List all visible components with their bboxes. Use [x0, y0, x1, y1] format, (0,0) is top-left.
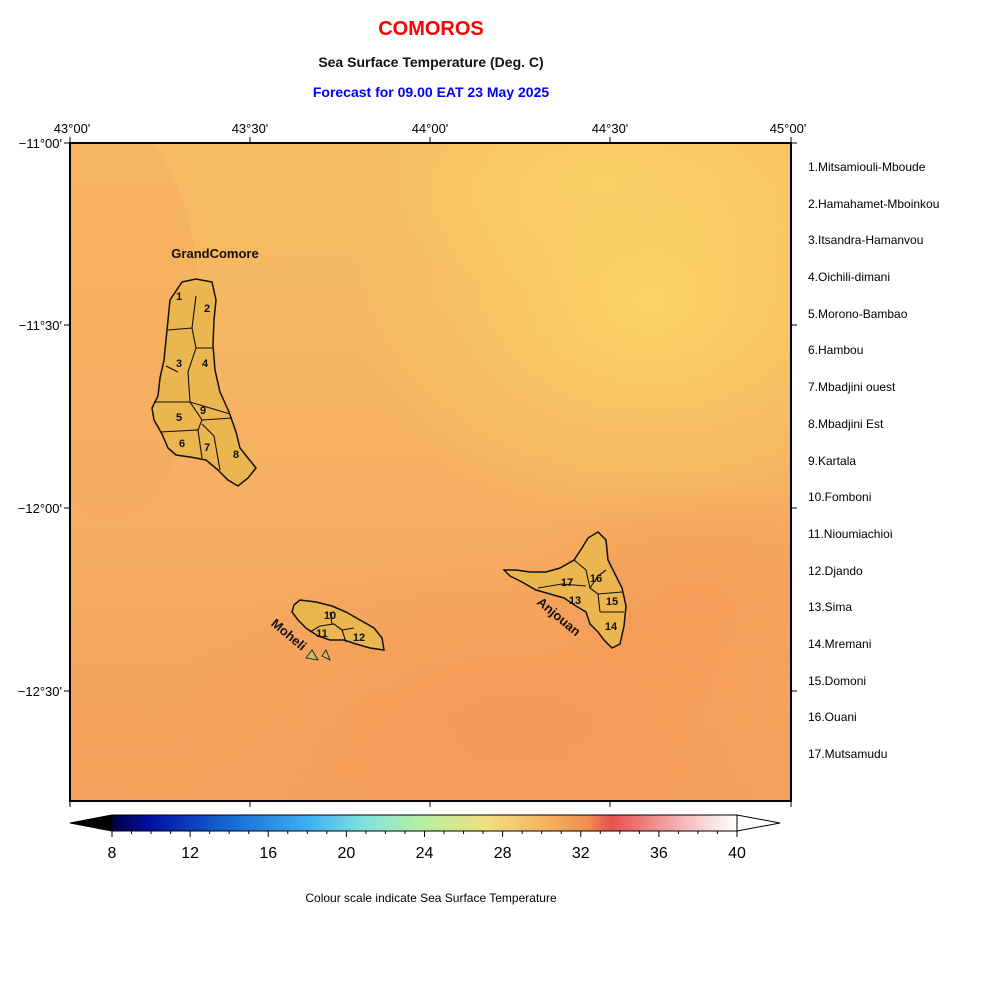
region-legend-item: 17.Mutsamudu: [808, 747, 888, 761]
region-number: 15: [606, 596, 618, 608]
island-anjouan: [502, 531, 627, 649]
lon-label: 44°30': [592, 121, 629, 136]
colorbar-tick-label: 24: [416, 845, 434, 862]
colorbar-tick-label: 8: [108, 845, 117, 862]
region-number: 8: [233, 449, 239, 461]
region-legend-item: 1.Mitsamiouli-Mboude: [808, 160, 926, 174]
lat-label: −12°00': [18, 501, 62, 516]
island-grand-comore: [151, 278, 257, 487]
island-moheli: [291, 599, 385, 661]
colorbar-tick-label: 28: [494, 845, 512, 862]
region-number: 7: [204, 442, 210, 454]
region-number: 1: [176, 291, 182, 303]
region-legend-item: 2.Hamahamet-Mboinkou: [808, 196, 940, 211]
lat-label: −12°30': [18, 684, 62, 699]
region-legend-item: 7.Mbadjini ouest: [808, 380, 896, 395]
region-number: 12: [353, 632, 365, 644]
colorbar-caption: Colour scale indicate Sea Surface Temper…: [305, 891, 557, 905]
forecast-time: Forecast for 09.00 EAT 23 May 2025: [312, 84, 550, 100]
region-number: 14: [605, 621, 618, 633]
region-number: 6: [179, 438, 185, 450]
region-legend-item: 6.Hambou: [808, 343, 864, 358]
region-number: 16: [590, 573, 602, 585]
region-legend-item: 15.Domoni: [808, 673, 867, 688]
lon-label: 43°30': [232, 121, 269, 136]
region-legend-item: 8.Mbadjini Est: [808, 416, 884, 431]
lon-label: 44°00': [412, 121, 449, 136]
colorbar-scale: [111, 814, 738, 832]
region-legend-item: 9.Kartala: [808, 453, 857, 468]
region-legend: 1.Mitsamiouli-Mboude 2.Hamahamet-Mboinko…: [808, 158, 939, 782]
map-subtitle: Sea Surface Temperature (Deg. C): [318, 54, 544, 70]
colorbar-tick-label: 16: [259, 845, 277, 862]
region-number: 17: [561, 577, 573, 589]
region-legend-item: 4.Oichili-dimani: [808, 270, 891, 285]
lat-label: −11°30': [19, 318, 62, 333]
colorbar-tick-label: 40: [728, 845, 746, 862]
sst-field: [70, 143, 791, 801]
region-number: 10: [324, 610, 336, 622]
region-legend-item: 10.Fomboni: [808, 490, 872, 505]
region-number: 3: [176, 358, 182, 370]
region-legend-item: 11.Nioumiachioi: [808, 526, 893, 541]
region-legend-item: 14.Mremani: [808, 636, 872, 651]
colorbar-tick-label: 12: [181, 845, 199, 862]
region-number: 5: [176, 412, 182, 424]
island-label-grand-comore: GrandComore: [171, 246, 258, 261]
region-number: 2: [204, 303, 210, 315]
region-legend-item: 16.Ouani: [808, 710, 857, 725]
colorbar-max-arrow: [736, 814, 781, 832]
region-number: 13: [569, 595, 581, 607]
colorbar-tick-label: 20: [337, 845, 355, 862]
region-number: 11: [316, 628, 328, 640]
region-legend-item: 3.Itsandra-Hamanvou: [808, 233, 924, 248]
lat-label: −11°00': [19, 136, 62, 151]
colorbar-min-arrow: [69, 814, 113, 832]
region-legend-item: 13.Sima: [808, 600, 853, 615]
graticule-ticks: [64, 137, 797, 807]
region-legend-item: 5.Morono-Bambao: [808, 306, 908, 321]
lon-label: 45°00': [770, 121, 807, 136]
region-number: 4: [202, 358, 209, 370]
colorbar-tick-label: 36: [650, 845, 668, 862]
map-title: COMOROS: [378, 18, 484, 40]
colorbar-tick-label: 32: [572, 845, 590, 862]
region-legend-item: 12.Djando: [808, 563, 863, 578]
region-number: 9: [200, 405, 206, 417]
lon-label: 43°00': [54, 121, 91, 136]
colorbar: 8 12 16 20 24 28 32 36 40: [69, 814, 781, 862]
